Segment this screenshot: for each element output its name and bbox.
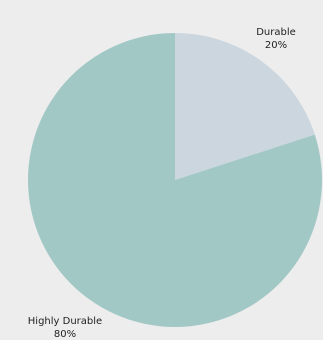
pie-slice-highly-durable [28,33,323,327]
slice-label-highly-durable: Highly Durable 80% [28,316,102,340]
slice-label-durable-value: 20% [265,40,287,51]
pie-slices [28,33,323,327]
pie-slice-durable [175,33,315,180]
slice-label-durable: Durable 20% [256,27,296,51]
slice-label-highly-durable-name: Highly Durable [28,316,102,327]
slice-label-durable-name: Durable [256,27,296,38]
slice-label-highly-durable-value: 80% [54,329,76,340]
